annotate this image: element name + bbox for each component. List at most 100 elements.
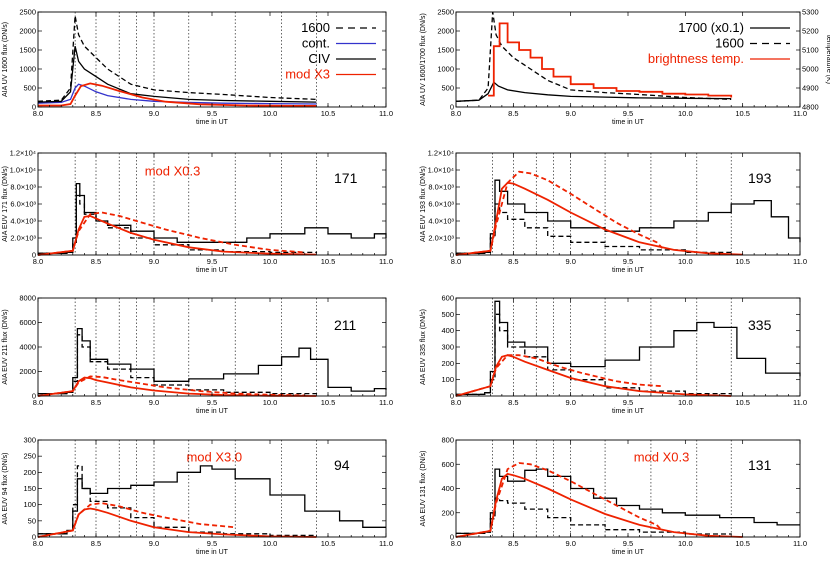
y-tick-label: 500 <box>441 84 454 93</box>
y-tick-label: 0 <box>32 392 36 401</box>
series-line-civ <box>37 46 317 103</box>
x-axis-label: time in UT <box>612 549 645 556</box>
x-tick-label: 11.0 <box>793 257 807 266</box>
y2-axis-label: temperature (K) <box>825 35 830 84</box>
series-line-mod-x3 <box>38 82 317 107</box>
y-tick-label: 150 <box>23 484 36 493</box>
series-line-1700-x0-1- <box>455 81 732 102</box>
series-line-model-dash <box>37 502 236 538</box>
x-tick-label: 9.0 <box>149 257 159 266</box>
x-tick-label: 10.5 <box>735 109 750 118</box>
channel-label: 171 <box>334 170 358 186</box>
x-tick-label: 10.0 <box>678 257 693 266</box>
y-tick-label: 2000 <box>437 27 454 36</box>
series-line-model <box>455 181 743 256</box>
legend-label: 1600 <box>715 36 744 51</box>
y-tick-label: 600 <box>441 460 454 469</box>
y-tick-label: 6.0×10³ <box>428 200 454 209</box>
y-tick-label: 4.0×10³ <box>428 217 454 226</box>
x-tick-label: 8.5 <box>508 539 518 548</box>
x-tick-label: 8.0 <box>33 109 43 118</box>
y-tick-label: 200 <box>441 508 454 517</box>
y-tick-label: 8000 <box>19 294 36 303</box>
x-axis-label: time in UT <box>196 267 229 274</box>
x-tick-label: 8.5 <box>508 109 518 118</box>
channel-label: 131 <box>748 457 772 473</box>
y-tick-label: 1.2×10⁴ <box>428 149 454 158</box>
series-line-cont- <box>37 83 317 105</box>
y-tick-label: 1.0×10⁴ <box>428 166 454 175</box>
x-tick-label: 11.0 <box>379 398 393 407</box>
x-tick-label: 10.0 <box>263 109 278 118</box>
series-line-observed <box>456 468 800 535</box>
x-tick-label: 10.0 <box>678 109 693 118</box>
y-tick-label: 500 <box>23 84 36 93</box>
series-line-brightness-temp- <box>488 22 733 98</box>
y-tick-label: 0 <box>450 392 454 401</box>
panel-p3: 8.0 8.5 9.0 9.5 10.0 10.5 11.0 0 2.0×10³ 4.0×10³ 6… <box>2 149 393 275</box>
y-tick-label: 100 <box>441 375 454 384</box>
x-tick-label: 10.5 <box>735 539 750 548</box>
series-line-model-dash <box>455 354 663 397</box>
y-tick-label: 2.0×10³ <box>428 234 454 243</box>
x-tick-label: 8.5 <box>91 539 101 548</box>
x-tick-label: 9.0 <box>565 539 575 548</box>
legend-label: CIV <box>308 51 330 66</box>
y-tick-label: 600 <box>441 294 454 303</box>
y-tick-label: 50 <box>28 516 36 525</box>
legend-label: 1700 (x0.1) <box>678 20 744 35</box>
x-tick-label: 9.5 <box>207 398 217 407</box>
x-tick-label: 10.0 <box>678 398 693 407</box>
y-tick-label: 250 <box>23 452 36 461</box>
x-tick-label: 9.0 <box>149 539 159 548</box>
y-tick-label: 0 <box>450 533 454 542</box>
channel-label: 193 <box>748 170 772 186</box>
y-tick-label: 200 <box>23 468 36 477</box>
x-tick-label: 9.5 <box>207 109 217 118</box>
legend-label: cont. <box>302 36 330 51</box>
x-tick-label: 9.0 <box>565 398 575 407</box>
y-tick-label: 800 <box>441 436 454 445</box>
series-line-filtered <box>38 334 318 395</box>
panel-p6: 8.0 8.5 9.0 9.5 10.0 10.5 11.0 0 100 200 300 400 500… <box>420 294 807 416</box>
y2-tick-label: 5200 <box>802 27 819 36</box>
x-axis-label: time in UT <box>612 267 645 274</box>
y-tick-label: 200 <box>441 359 454 368</box>
x-axis-label: time in UT <box>612 408 645 415</box>
y-tick-label: 0 <box>32 533 36 542</box>
model-scale-label: mod X3.0 <box>186 449 242 464</box>
x-tick-label: 10.5 <box>321 539 336 548</box>
x-axis-label: time in UT <box>196 549 229 556</box>
series-line-observed <box>38 465 386 535</box>
y-tick-label: 1000 <box>437 65 454 74</box>
y-tick-label: 1500 <box>437 46 454 55</box>
x-tick-label: 10.0 <box>263 398 278 407</box>
x-tick-label: 8.0 <box>451 398 461 407</box>
y-axis-label: AIA EUV 171 flux (DN/s) <box>2 166 9 242</box>
x-tick-label: 9.5 <box>207 257 217 266</box>
x-tick-label: 11.0 <box>379 539 393 548</box>
series-line-model-dash <box>455 462 664 538</box>
x-axis-label: time in UT <box>196 119 229 126</box>
y-axis-label: AIA EUV 193 flux (DN/s) <box>420 166 427 242</box>
x-tick-label: 8.5 <box>508 257 518 266</box>
x-tick-label: 9.5 <box>623 109 633 118</box>
series-line-observed <box>38 327 387 395</box>
y-tick-label: 1.2×10⁴ <box>10 149 36 158</box>
series-line-1600 <box>455 11 732 102</box>
y-axis-label: AIA EUV 94 flux (DN/s) <box>2 453 9 525</box>
y-tick-label: 0 <box>450 251 454 260</box>
y-tick-label: 1500 <box>19 46 36 55</box>
y-tick-label: 0 <box>450 103 454 112</box>
x-tick-label: 9.0 <box>565 257 575 266</box>
x-tick-label: 10.5 <box>321 398 336 407</box>
panel-p2: 8.0 8.5 9.0 9.5 10.0 10.5 11.0 0 500 1000 1500 2000… <box>420 8 830 127</box>
series-line-model-dash <box>455 170 664 256</box>
x-tick-label: 10.5 <box>735 257 750 266</box>
panel-p8: 8.0 8.5 9.0 9.5 10.0 10.5 11.0 0 200 400 600 800 tim… <box>420 436 807 557</box>
x-tick-label: 10.5 <box>321 257 336 266</box>
plot-frame <box>455 439 801 538</box>
x-axis-label: time in UT <box>612 119 645 126</box>
x-tick-label: 11.0 <box>793 539 807 548</box>
